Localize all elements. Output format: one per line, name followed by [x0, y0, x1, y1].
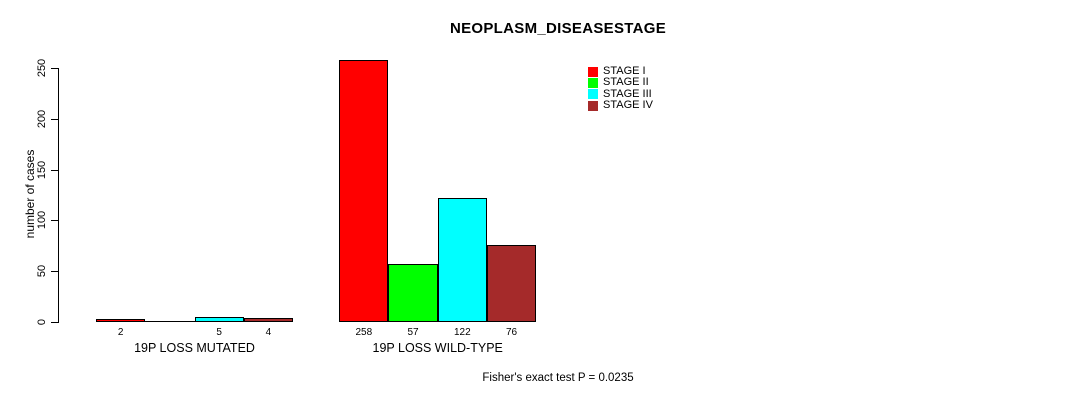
bar-stage-ii: [388, 264, 438, 322]
legend-item: STAGE I: [588, 66, 646, 77]
chart-title: NEOPLASM_DISEASESTAGE: [449, 20, 667, 37]
legend-label: STAGE III: [603, 87, 652, 100]
bar-value-label: 122: [453, 327, 471, 338]
y-tick: [51, 220, 58, 221]
bar-value-label: 57: [407, 327, 419, 338]
x-category-label: 19P LOSS MUTATED: [134, 341, 255, 355]
legend-item: STAGE II: [588, 77, 649, 88]
y-axis-title: number of cases: [23, 149, 37, 239]
y-tick-label: 0: [36, 318, 48, 326]
bar-value-label: 5: [216, 327, 222, 338]
y-tick: [51, 271, 58, 272]
bar-stage-i: [96, 319, 146, 322]
bar-stage-iv: [243, 318, 293, 322]
y-tick: [51, 170, 58, 171]
bar-value-label: 4: [265, 327, 272, 338]
y-tick: [51, 119, 58, 120]
legend-swatch: [588, 77, 598, 88]
bar-stage-iv: [486, 245, 537, 322]
bar-stage-ii: [145, 321, 195, 322]
legend-item: STAGE IV: [588, 100, 653, 111]
x-category-label: 19P LOSS WILD-TYPE: [372, 341, 503, 355]
y-axis-line: [58, 68, 59, 323]
bar-stage-i: [339, 60, 389, 322]
y-tick-label: 150: [36, 160, 48, 180]
bar-value-label: 2: [117, 327, 124, 338]
y-tick-label: 200: [36, 109, 48, 129]
bar-stage-iii: [437, 198, 487, 322]
legend-swatch: [588, 66, 598, 77]
legend-item: STAGE III: [588, 87, 652, 100]
y-tick: [51, 322, 58, 323]
y-tick: [51, 68, 58, 69]
legend-swatch: [588, 89, 598, 100]
legend-label: STAGE IV: [603, 99, 653, 112]
y-tick-label: 250: [36, 58, 48, 78]
legend-swatch: [588, 100, 598, 111]
legend-label: STAGE I: [603, 65, 646, 77]
bar-value-label: 258: [355, 327, 373, 338]
bar-stage-iii: [194, 317, 244, 322]
y-tick-label: 50: [36, 264, 48, 278]
bar-value-label: 76: [506, 327, 518, 338]
legend-label: STAGE II: [603, 76, 649, 89]
annotation-text: Fisher's exact test P = 0.0235: [482, 372, 634, 384]
y-tick-label: 100: [36, 210, 48, 230]
